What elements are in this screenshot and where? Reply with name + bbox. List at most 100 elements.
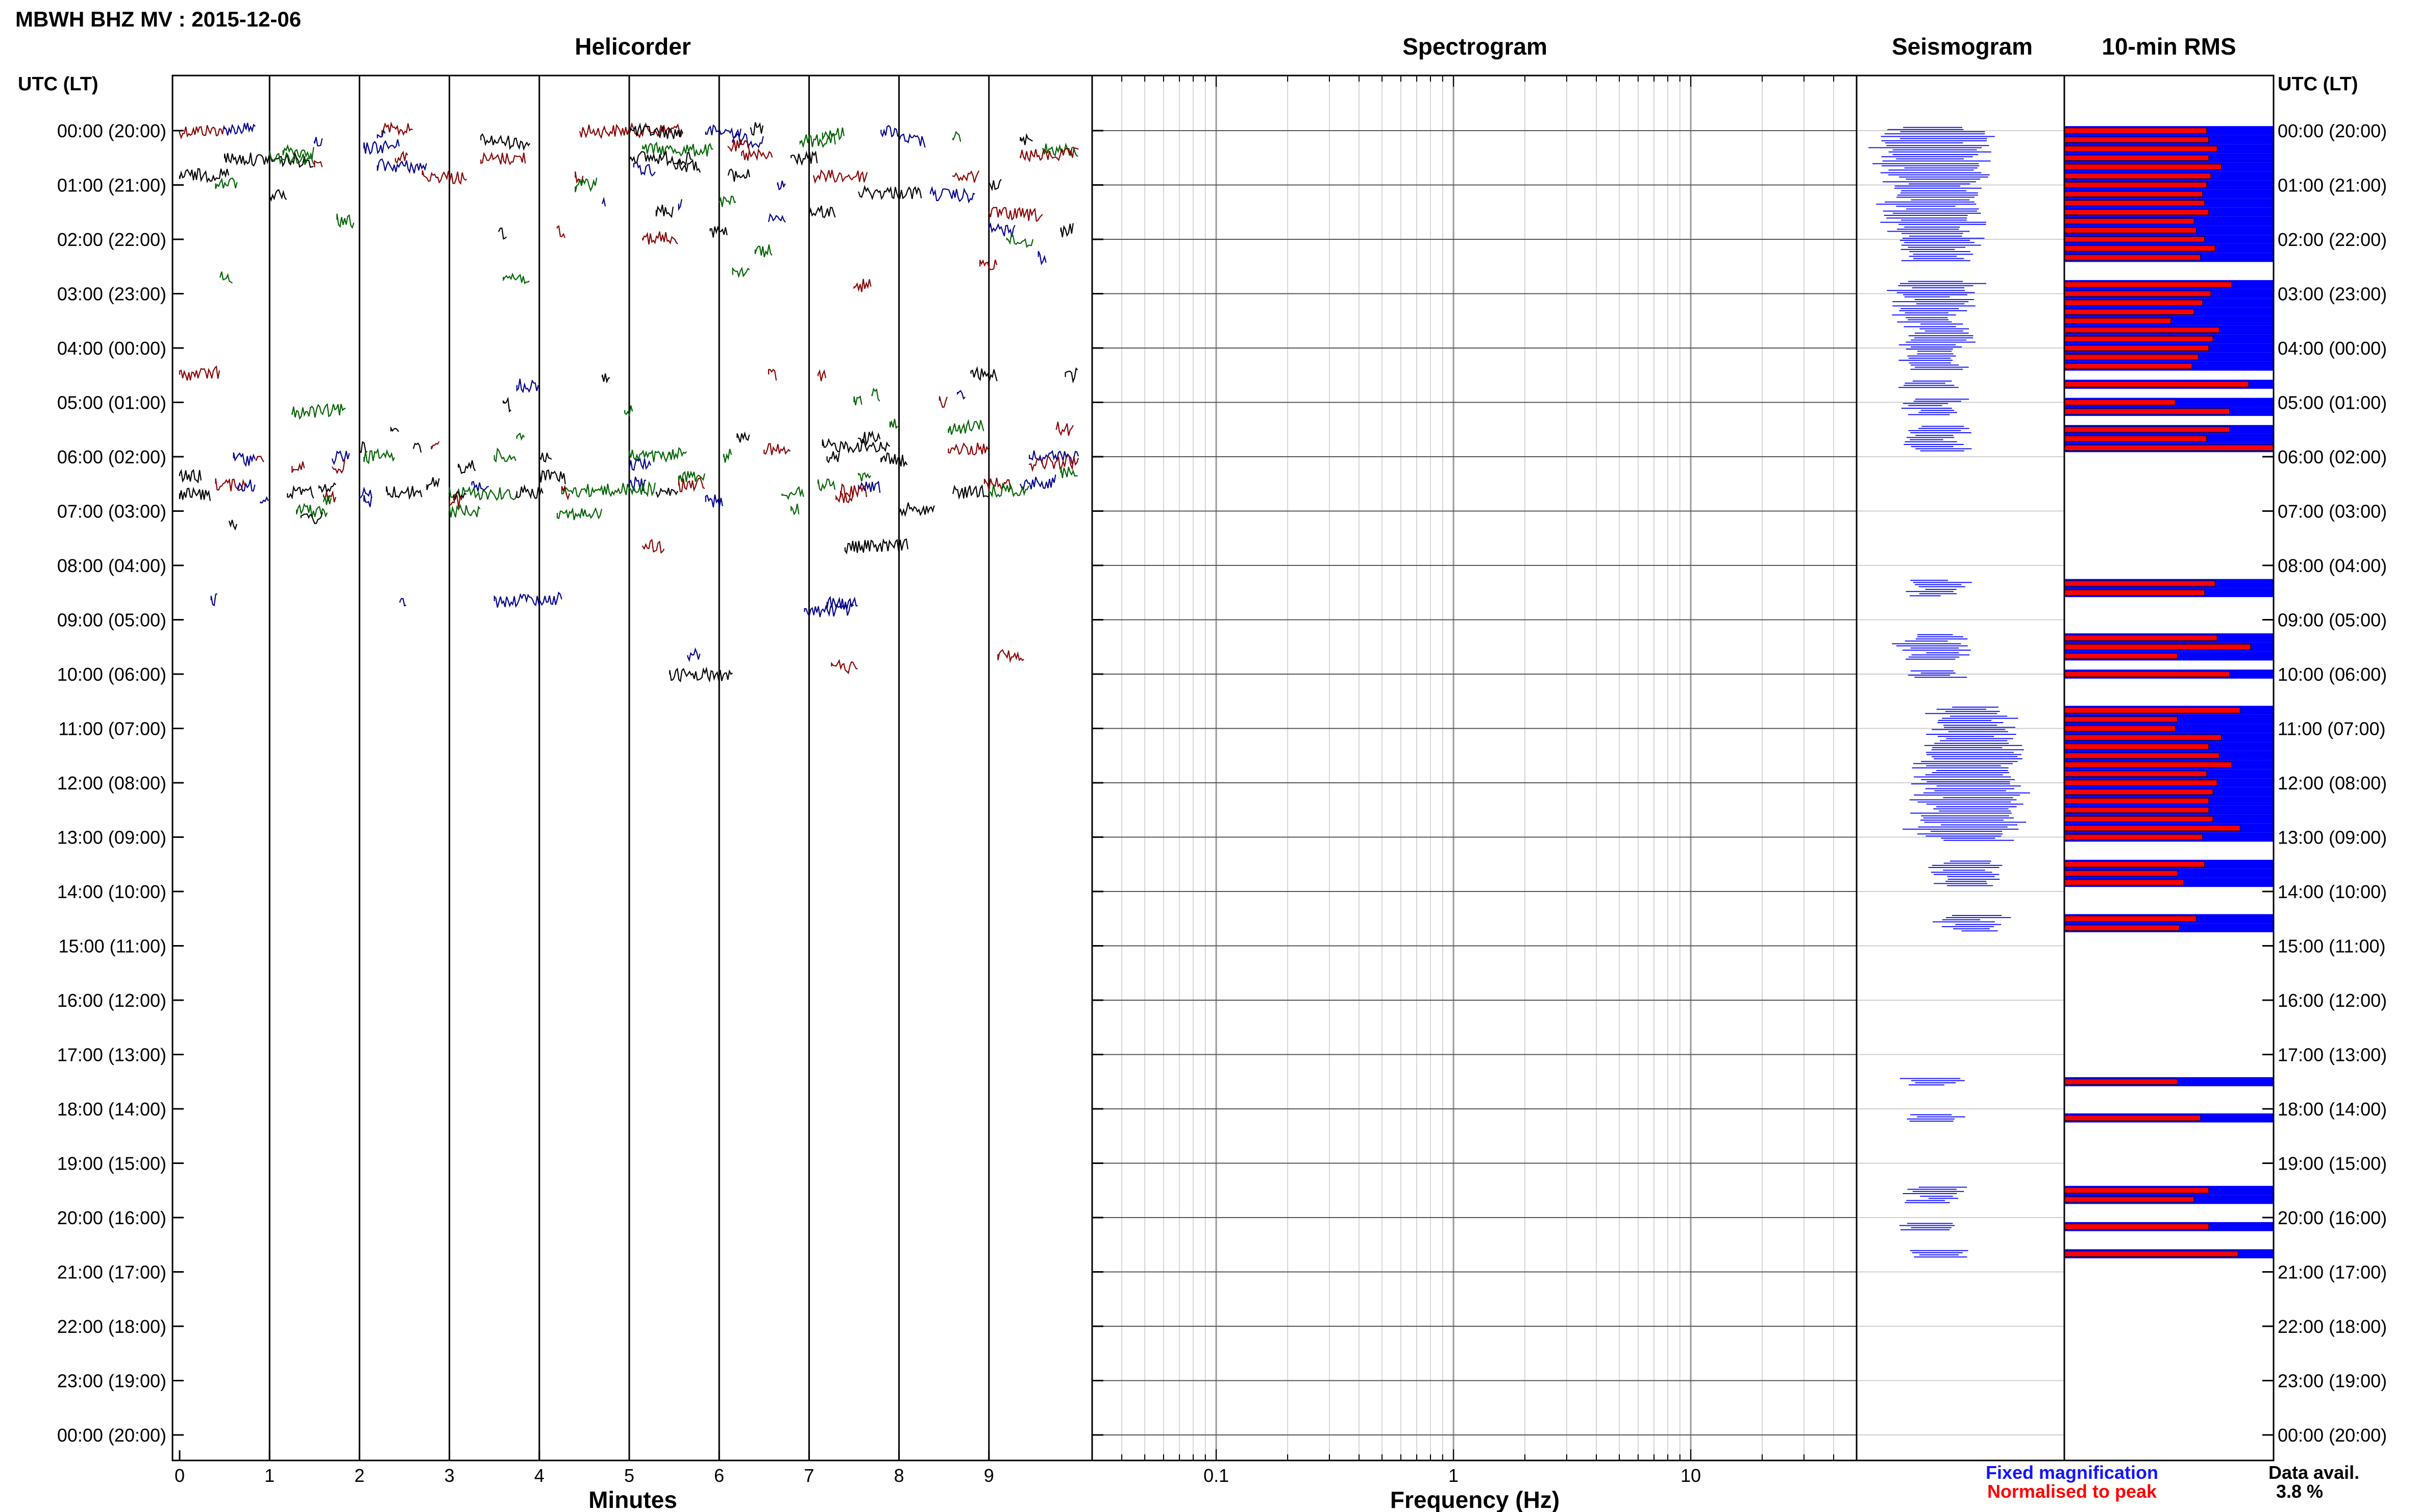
trace-segment [1042, 142, 1078, 157]
rms-bars [2064, 126, 2274, 1258]
trace-segment [480, 133, 531, 151]
trace-segment [687, 647, 701, 662]
trace-segment [768, 368, 777, 381]
hour-label-right: 11:00 (07:00) [2278, 718, 2385, 739]
rms-bar-normalised [2064, 716, 2178, 723]
hour-label-right: 01:00 (21:00) [2278, 175, 2387, 196]
trace-segment [538, 469, 566, 484]
trace-segment [363, 139, 400, 155]
trace-segment [291, 403, 346, 420]
rms-bar-normalised [2064, 671, 2230, 677]
trace-segment [561, 481, 656, 498]
trace-segment [399, 598, 407, 607]
hour-label-left: 21:00 (17:00) [57, 1262, 166, 1283]
trace-segment [970, 366, 998, 382]
trace-segment [332, 450, 350, 465]
trace-segment [179, 125, 225, 140]
trace-segment [1020, 474, 1056, 490]
trace-segment [655, 204, 674, 218]
trace-segment [269, 189, 287, 202]
trace-segment [377, 158, 427, 174]
rms-bar-normalised [2064, 798, 2209, 804]
rms-bar-normalised [2064, 236, 2205, 242]
trace-segment [817, 478, 836, 492]
trace-segment [493, 447, 516, 463]
trace-segment [314, 137, 323, 146]
trace-segment [997, 649, 1025, 663]
hour-label-left: 13:00 (09:00) [57, 827, 166, 848]
trace-segment [269, 151, 315, 165]
trace-segment [219, 271, 233, 284]
trace-segment [422, 170, 467, 185]
trace-segment [426, 477, 440, 490]
rms-bar-normalised [2064, 281, 2232, 288]
hour-label-right: 21:00 (17:00) [2278, 1262, 2387, 1283]
rms-bar-normalised [2064, 300, 2203, 306]
trace-segment [556, 225, 566, 238]
trace-segment [1020, 147, 1079, 163]
trace-segment [768, 213, 786, 223]
trace-segment [575, 171, 584, 184]
trace-segment [732, 133, 764, 149]
helicorder-xlabel: Minutes [588, 1486, 677, 1512]
trace-segment [750, 122, 763, 136]
rms-bar-normalised [2064, 861, 2205, 867]
rms-bar-normalised [2064, 1251, 2238, 1257]
hour-label-right: 16:00 (12:00) [2278, 990, 2387, 1011]
rms-bar-normalised [2064, 164, 2221, 170]
rms-bar-normalised [2064, 780, 2217, 786]
trace-segment [296, 503, 328, 518]
trace-segment [538, 453, 552, 463]
trace-segment [655, 487, 678, 499]
rms-bar-normalised [2064, 254, 2201, 261]
trace-segment [732, 266, 750, 279]
hour-label-right: 17:00 (13:00) [2278, 1045, 2387, 1065]
trace-segment [556, 507, 603, 520]
trace-segment [179, 468, 202, 484]
trace-segment [988, 179, 1002, 192]
rms-bar-normalised [2064, 381, 2249, 387]
trace-segment [678, 470, 705, 482]
trace-segment [381, 121, 413, 136]
trace-segment [1020, 133, 1033, 145]
minute-tick-label: 3 [445, 1465, 455, 1486]
minute-tick-label: 2 [354, 1465, 364, 1486]
trace-segment [952, 131, 961, 142]
trace-segment [498, 227, 507, 240]
rms-bar-normalised [2064, 725, 2176, 732]
trace-segment [930, 186, 975, 204]
trace-segment [471, 481, 489, 492]
trace-segment [628, 122, 683, 139]
trace-segment [377, 129, 386, 138]
trace-segment [628, 458, 652, 471]
hour-label-left: 08:00 (04:00) [57, 555, 166, 576]
rms-bar-normalised [2064, 408, 2230, 415]
hour-label-right: 06:00 (02:00) [2278, 447, 2387, 467]
trace-segment [777, 181, 786, 190]
trace-segment [952, 484, 989, 500]
minute-tick-label: 8 [894, 1465, 904, 1486]
trace-segment [237, 479, 256, 492]
trace-segment [808, 205, 836, 218]
data-avail-value: 3.8 % [2276, 1481, 2323, 1502]
trace-segment [449, 493, 462, 508]
trace-segment [228, 519, 237, 531]
hour-label-left: 12:00 (08:00) [57, 773, 166, 794]
trace-segment [844, 538, 908, 555]
trace-segment [939, 396, 948, 408]
hour-label-left: 06:00 (02:00) [57, 447, 166, 467]
rms-bar-normalised [2064, 915, 2196, 922]
hour-labels: 00:00 (20:00) 00:00 (20:00) 01:00 (21:00) 0… [57, 120, 2387, 1446]
hour-label-right: 05:00 (01:00) [2278, 392, 2387, 413]
trace-segment [983, 478, 1011, 491]
hour-label-right: 13:00 (09:00) [2278, 827, 2387, 848]
hour-label-left: 16:00 (12:00) [57, 990, 166, 1011]
helicorder-traces [179, 121, 1079, 683]
rms-bar-normalised [2064, 925, 2180, 931]
trace-segment [480, 152, 526, 166]
trace-segment [979, 259, 998, 270]
rms-bar-normalised [2064, 327, 2219, 333]
trace-segment [880, 125, 899, 138]
trace-segment [674, 159, 701, 173]
trace-segment [1029, 455, 1079, 473]
